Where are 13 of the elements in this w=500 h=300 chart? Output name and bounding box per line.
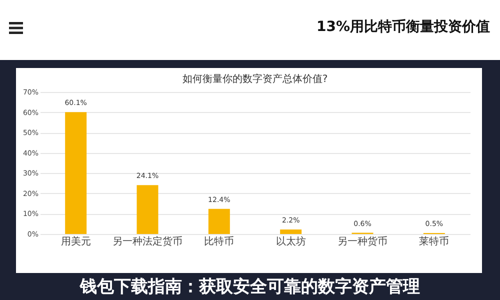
chart-title: 13%用比特币衡量投资价值: [316, 18, 490, 36]
text: 钱包下载指南：获取安全可靠的数字资产管理: [78, 276, 421, 298]
bar: [280, 230, 302, 234]
chart-subtitle: 如何衡量你的数字资产总体价值?: [182, 73, 328, 85]
x-tick-label: 莱特币: [419, 236, 450, 248]
x-tick-label: 另一种法定货币: [112, 236, 182, 248]
x-tick-label: 另一种货币: [338, 236, 388, 248]
bar: [65, 112, 87, 234]
x-tick-label: 比特币: [204, 236, 234, 248]
bar: [136, 185, 158, 234]
x-tick-label: 以太坊: [276, 236, 306, 248]
bar: [208, 208, 230, 234]
x-tick-label: 用美元: [60, 236, 91, 248]
